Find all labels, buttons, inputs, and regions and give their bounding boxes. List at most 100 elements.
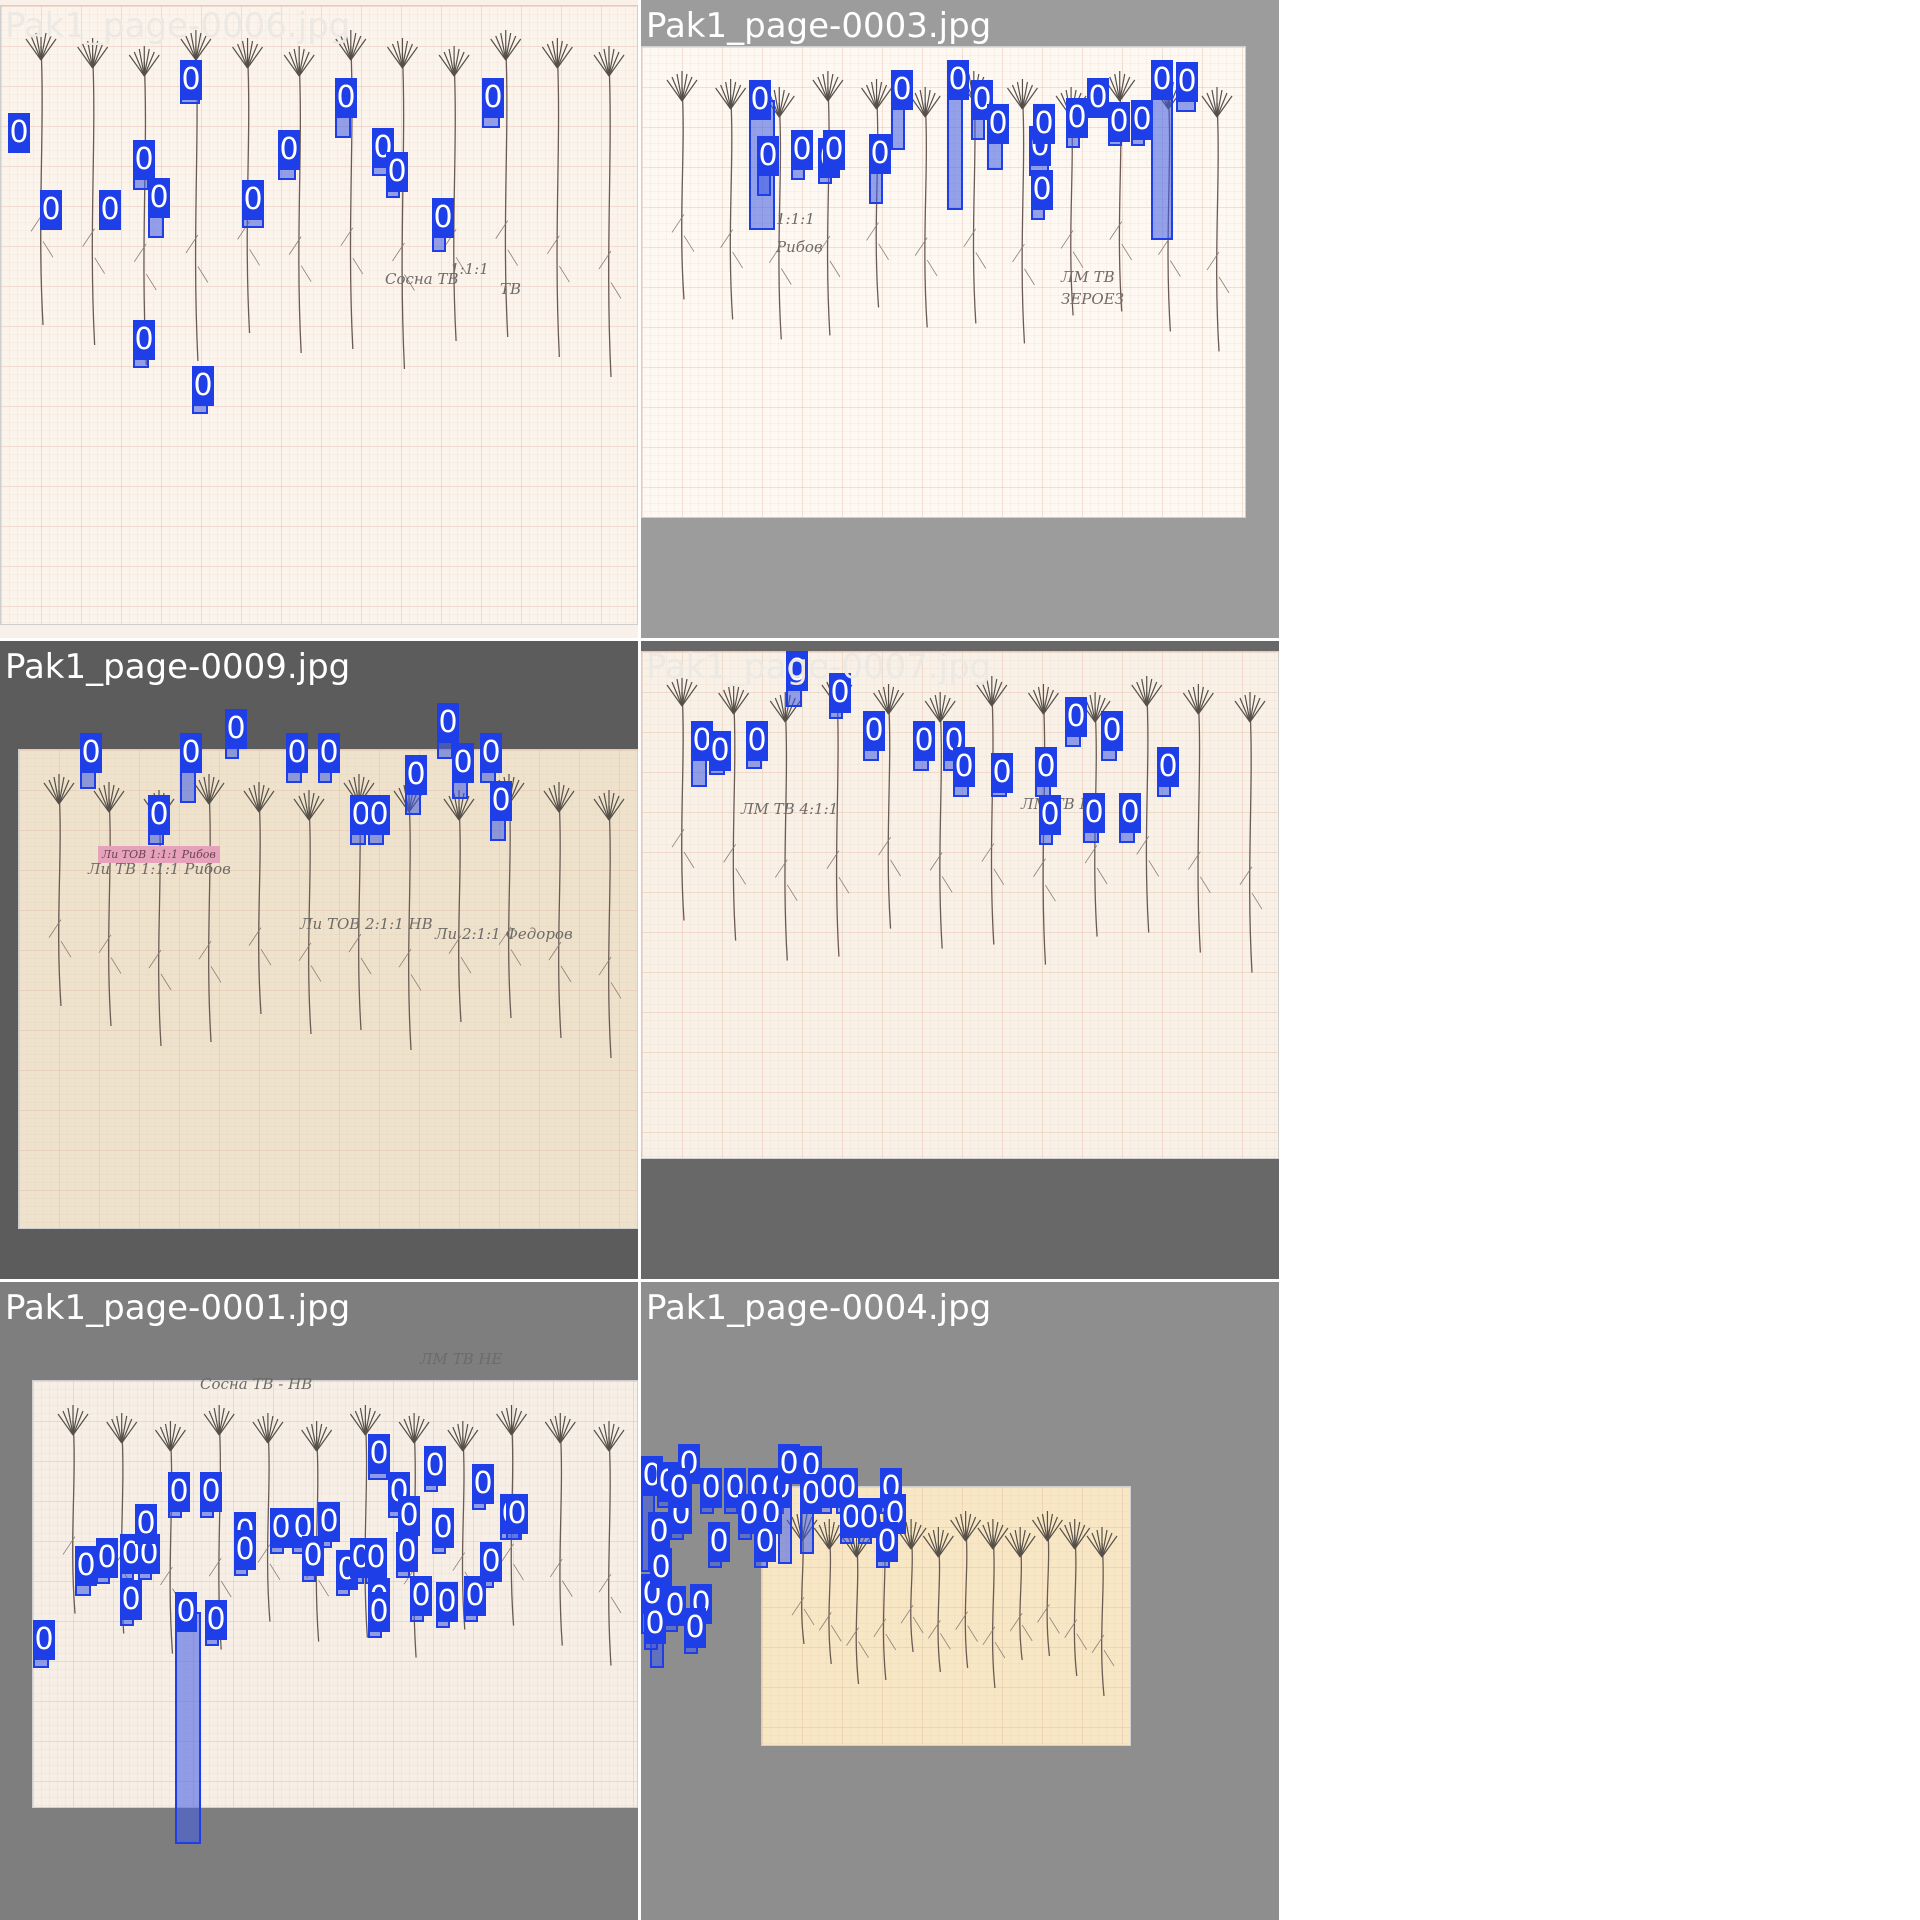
- detection-class-tag: 0: [318, 733, 340, 773]
- detection-class-tag: 0: [424, 1446, 446, 1486]
- detection-class-tag: 0: [148, 795, 170, 835]
- detection-class-tag: 0: [1119, 793, 1141, 833]
- handwritten-label: ЛМ ТВ: [1061, 268, 1115, 286]
- detection-class-tag: 0: [869, 134, 891, 174]
- detection-class-tag: 0: [991, 753, 1013, 793]
- detection-class-tag: 0: [700, 1468, 722, 1508]
- detection-class-tag: 0: [1087, 78, 1109, 118]
- detection-class-tag: 0: [472, 1464, 494, 1504]
- detection-class-tag: 0: [858, 1498, 880, 1538]
- detection-box[interactable]: [1151, 80, 1173, 240]
- detection-class-tag: 0: [365, 1538, 387, 1578]
- detection-class-tag: 0: [664, 1586, 686, 1626]
- detection-class-tag: 0: [180, 60, 202, 100]
- handwritten-label: 1:1:1: [450, 260, 489, 278]
- detection-class-tag: 0: [1108, 102, 1130, 142]
- detection-class-tag: 0: [225, 709, 247, 749]
- detection-class-tag: 0: [464, 1576, 486, 1616]
- detection-class-tag: 0: [754, 1522, 776, 1562]
- handwritten-label: ТВ: [500, 280, 522, 298]
- detection-class-tag: 0: [668, 1468, 690, 1508]
- tile-filename-title: Pak1_page-0006.jpg: [5, 6, 351, 46]
- graph-paper-sheet: [761, 1486, 1131, 1746]
- detection-class-tag: 0: [953, 747, 975, 787]
- detection-class-tag: 0: [490, 781, 512, 821]
- handwritten-label: Рибов: [776, 238, 823, 256]
- detection-class-tag: 0: [480, 1542, 502, 1582]
- tile-filename-title: Pak1_page-0009.jpg: [5, 647, 351, 687]
- detection-class-tag: 0: [99, 190, 121, 230]
- detection-class-tag: 0: [437, 703, 459, 743]
- detection-class-tag: 0: [482, 78, 504, 118]
- handwritten-label: Сосна ТВ - НВ: [200, 1375, 313, 1393]
- detection-class-tag: 0: [200, 1472, 222, 1512]
- mosaic-tile[interactable]: ЛМ ТВ 4:1:1 ЛМ ТВ НВ 0 0 0 0 0 0 0 0 0 0 0 0 0 0 0 0 0 Pak1…: [641, 641, 1279, 1279]
- seedling-scan-drawing: [43, 774, 625, 1059]
- detection-class-tag: 0: [506, 1494, 528, 1534]
- detection-class-tag: 0: [175, 1592, 197, 1632]
- detection-class-tag: 0: [133, 320, 155, 360]
- detection-class-tag: 0: [368, 795, 390, 835]
- detection-class-tag: 0: [168, 1472, 190, 1512]
- detection-class-tag: 0: [368, 1434, 390, 1474]
- handwritten-label: Ли ТВ 1:1:1 Рибов: [88, 860, 231, 878]
- detection-class-tag: 0: [1101, 711, 1123, 751]
- detection-class-tag: 0: [138, 1534, 160, 1574]
- mosaic-tile[interactable]: Сосна ТВ 1:1:1 ТВ 0 0 0 0 0 0 0 0 0 0 0 0 0 0 0 Pak1_page-…: [0, 0, 638, 638]
- detection-class-tag: 0: [1176, 62, 1198, 102]
- tile-filename-title: Pak1_page-0001.jpg: [5, 1288, 351, 1328]
- detection-class-tag: 0: [242, 180, 264, 220]
- detection-class-tag: 0: [1033, 104, 1055, 144]
- handwritten-label: Ли 2:1:1 Федоров: [435, 925, 573, 943]
- mosaic-tile[interactable]: 000000000000000000000000000000Pak1_page-…: [641, 1282, 1279, 1920]
- detection-class-tag: 0: [987, 104, 1009, 144]
- detection-mosaic: Сосна ТВ 1:1:1 ТВ 0 0 0 0 0 0 0 0 0 0 0 0 0 0 0 Pak1_page-…: [0, 0, 1279, 1920]
- detection-class-tag: 0: [96, 1538, 118, 1578]
- seedling-scan-drawing: [786, 1511, 1118, 1697]
- detection-class-tag: 0: [1083, 793, 1105, 833]
- detection-class-tag: 0: [410, 1576, 432, 1616]
- detection-class-tag: 0: [708, 1522, 730, 1562]
- detection-class-tag: 0: [644, 1604, 666, 1644]
- detection-class-tag: 0: [180, 733, 202, 773]
- mosaic-tile[interactable]: Ли ТВ 1:1:1 Рибов Ли ТОВ 2:1:1 НВ Ли 2:1:1…: [0, 641, 638, 1279]
- tile-filename-title: Pak1_page-0003.jpg: [646, 6, 992, 46]
- detection-class-tag: 0: [480, 733, 502, 773]
- detection-class-tag: 0: [398, 1496, 420, 1536]
- detection-class-tag: 0: [746, 721, 768, 761]
- detection-class-tag: 0: [335, 78, 357, 118]
- detection-class-tag: 0: [1031, 170, 1053, 210]
- detection-class-tag: 0: [75, 1546, 97, 1586]
- tile-filename-title: Pak1_page-0007.jpg: [646, 647, 992, 687]
- detection-class-tag: 0: [1066, 98, 1088, 138]
- detection-class-tag: 0: [40, 190, 62, 230]
- mosaic-tile[interactable]: Сосна ТВ - НВ ЛМ ТВ НЕ 0 0 0 0 0 0 0 0 0 0 0 0 0 0 0 0 0 0 0…: [0, 1282, 638, 1920]
- detection-class-tag: 0: [405, 755, 427, 795]
- detection-class-tag: 0: [278, 130, 300, 170]
- detection-class-tag: 0: [709, 731, 731, 771]
- handwritten-label: ЛМ ТВ НЕ: [420, 1350, 503, 1368]
- detection-class-tag: 0: [452, 743, 474, 783]
- handwritten-label: Ли ТОВ 2:1:1 НВ: [300, 915, 433, 933]
- detection-class-tag: 0: [80, 733, 102, 773]
- detection-class-tag: 0: [1065, 697, 1087, 737]
- detection-class-tag: 0: [396, 1532, 418, 1572]
- detection-class-tag: 0: [778, 1444, 800, 1484]
- detection-class-tag: 0: [8, 113, 30, 153]
- detection-class-tag: 0: [368, 1592, 390, 1632]
- detection-class-tag: 0: [432, 1508, 454, 1548]
- detection-class-tag: 0: [818, 1468, 840, 1508]
- detection-class-tag: 0: [120, 1580, 142, 1620]
- pink-sticker-label: Ли ТОВ 1:1:1 Рибов: [98, 846, 220, 863]
- detection-class-tag: 0: [432, 198, 454, 238]
- detection-class-tag: 0: [133, 140, 155, 180]
- detection-class-tag: 0: [749, 80, 771, 120]
- detection-box[interactable]: [175, 1612, 201, 1844]
- detection-class-tag: 0: [135, 1504, 157, 1544]
- detection-class-tag: 0: [205, 1600, 227, 1640]
- detection-class-tag: 0: [863, 711, 885, 751]
- detection-class-tag: 0: [192, 366, 214, 406]
- tile-filename-title: Pak1_page-0004.jpg: [646, 1288, 992, 1328]
- handwritten-label: ЛМ ТВ 4:1:1: [741, 800, 839, 818]
